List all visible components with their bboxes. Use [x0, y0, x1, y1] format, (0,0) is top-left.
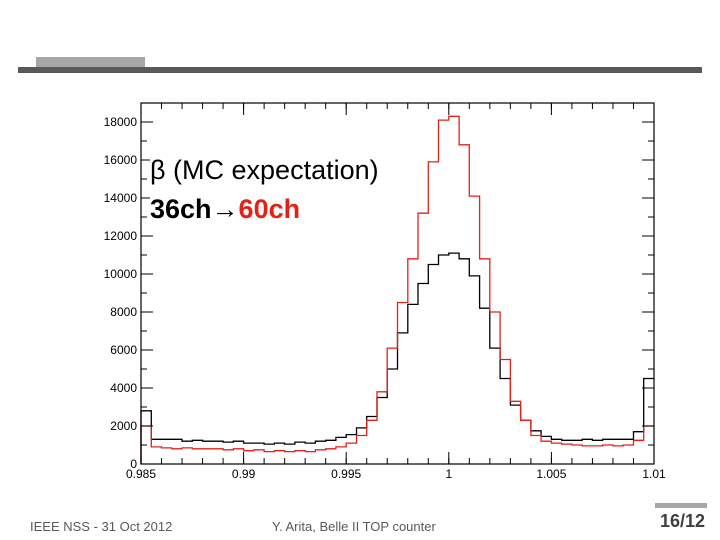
x-tick-label: 0.985: [126, 467, 156, 481]
series-line-1: [140, 115, 654, 464]
y-tick-label: 14000: [104, 191, 138, 205]
plot-frame: [140, 102, 655, 465]
footer-conference: IEEE NSS - 31 Oct 2012: [30, 519, 173, 534]
y-tick-label: 12000: [104, 229, 138, 243]
x-tick-label: 0.99: [232, 467, 256, 481]
x-tick-label: 0.995: [331, 467, 361, 481]
y-tick-label: 4000: [110, 381, 137, 395]
y-tick-label: 2000: [110, 419, 137, 433]
page-number: 16/12: [660, 511, 706, 531]
title-channel-start: 36ch: [150, 194, 212, 224]
footer-author: Y. Arita, Belle II TOP counter: [272, 519, 436, 534]
y-tick-label: 16000: [104, 153, 138, 167]
chart-title-line2: 36ch→60ch: [150, 194, 301, 224]
header-accent-bar: [36, 57, 145, 67]
chart-title-line1: β (MC expectation): [150, 155, 379, 185]
y-tick-label: 18000: [104, 115, 138, 129]
x-tick-label: 1.005: [536, 467, 566, 481]
y-tick-label: 6000: [110, 343, 137, 357]
x-tick-label: 1.01: [642, 467, 666, 481]
y-tick-label: 0: [130, 457, 137, 471]
header-rule: [18, 67, 702, 73]
series-line-0: [140, 252, 654, 464]
y-tick-label: 10000: [104, 267, 138, 281]
title-arrow: →: [211, 194, 239, 224]
page-number-accent: [655, 503, 707, 508]
title-channel-end: 60ch: [238, 194, 301, 224]
y-tick-label: 8000: [110, 305, 137, 319]
x-tick-label: 1: [445, 467, 452, 481]
